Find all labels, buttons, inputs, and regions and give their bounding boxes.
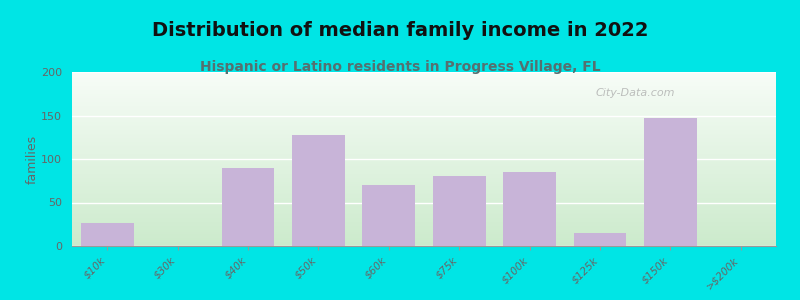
Bar	[433, 176, 486, 246]
Bar	[644, 118, 697, 246]
Bar	[222, 168, 274, 246]
Text: City-Data.com: City-Data.com	[595, 88, 675, 98]
Y-axis label: families: families	[26, 134, 38, 184]
Text: Hispanic or Latino residents in Progress Village, FL: Hispanic or Latino residents in Progress…	[200, 60, 600, 74]
Bar	[292, 135, 345, 246]
Bar	[362, 185, 415, 246]
Bar	[574, 233, 626, 246]
Text: Distribution of median family income in 2022: Distribution of median family income in …	[152, 21, 648, 40]
Bar	[81, 223, 134, 246]
Bar	[503, 172, 556, 246]
